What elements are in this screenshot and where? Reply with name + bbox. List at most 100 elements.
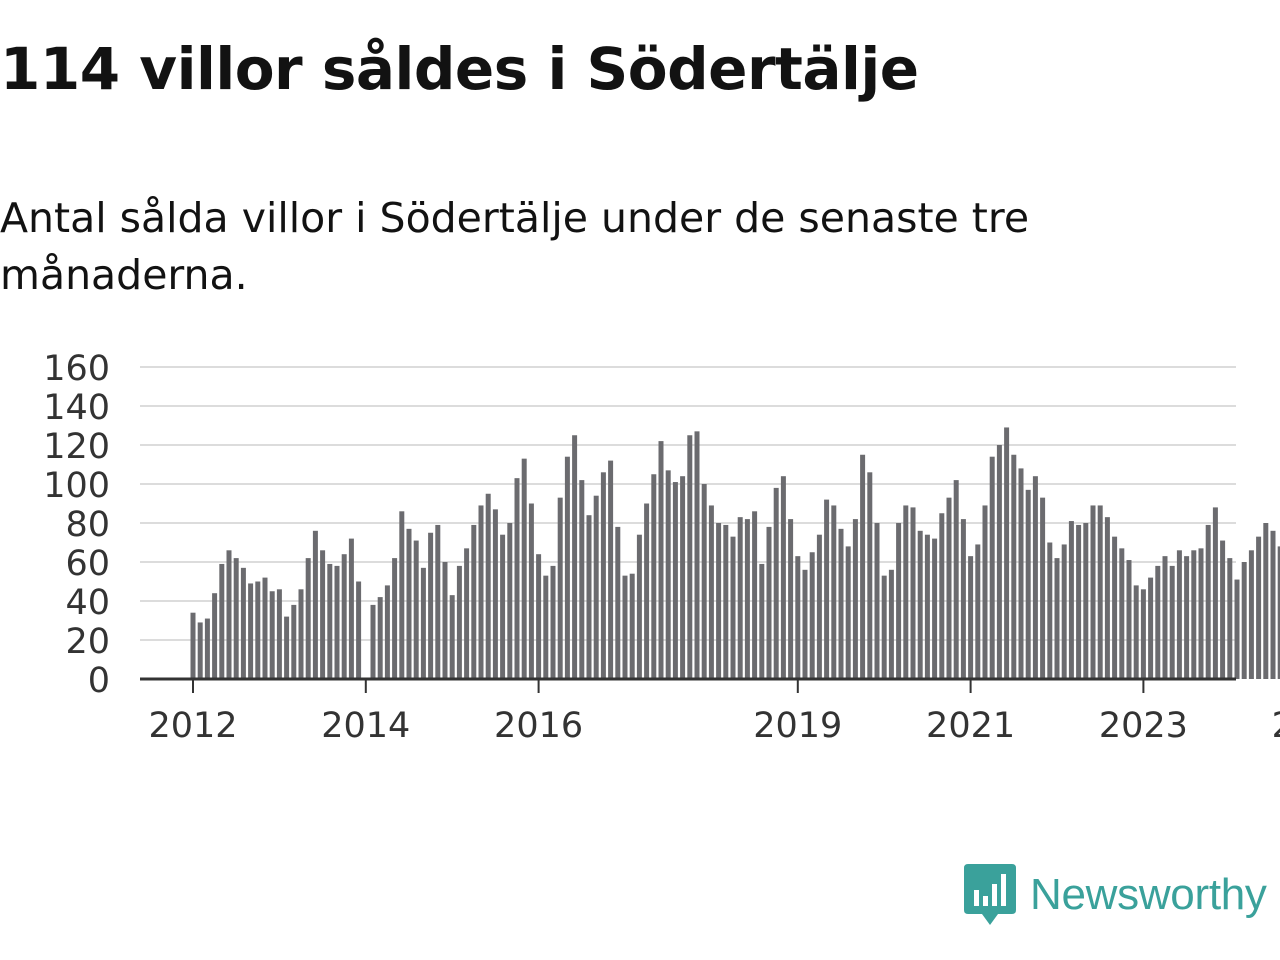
- y-tick-label-140: 140: [43, 388, 110, 428]
- bar: [795, 556, 801, 679]
- bar: [406, 528, 412, 679]
- bar: [809, 552, 815, 679]
- bar: [1133, 585, 1139, 679]
- bar: [276, 589, 282, 679]
- bar: [298, 589, 304, 679]
- bar: [1270, 530, 1276, 679]
- bar: [262, 577, 268, 679]
- bar: [269, 591, 275, 679]
- bar: [824, 499, 830, 679]
- bar: [1018, 468, 1024, 679]
- bar: [694, 431, 700, 679]
- bar: [1061, 544, 1067, 679]
- y-tick-label-40: 40: [65, 583, 110, 623]
- bar: [1191, 550, 1197, 679]
- bar: [888, 569, 894, 679]
- bar: [1176, 550, 1182, 679]
- bar: [204, 618, 210, 679]
- bar: [1263, 523, 1269, 679]
- bar: [759, 563, 765, 679]
- bar: [428, 532, 434, 679]
- bar: [960, 519, 966, 679]
- bar-chart-speech-bubble-icon: [964, 864, 1016, 925]
- page-title: 114 villor såldes i Södertälje: [0, 35, 919, 103]
- bar: [946, 497, 952, 679]
- bar: [737, 517, 743, 679]
- bar: [1025, 489, 1031, 679]
- bar: [680, 476, 686, 679]
- bar: [312, 530, 318, 679]
- bar: [449, 595, 455, 679]
- bar: [1155, 565, 1161, 679]
- bar: [478, 505, 484, 679]
- y-tick-label-80: 80: [65, 505, 110, 545]
- bar: [377, 597, 383, 679]
- bar: [348, 538, 354, 679]
- bar: [658, 441, 664, 679]
- brand-name: Newsworthy: [1030, 870, 1267, 919]
- bar: [766, 526, 772, 679]
- bar: [492, 509, 498, 679]
- bar: [291, 604, 297, 679]
- bar: [1104, 517, 1110, 679]
- bars: [190, 427, 1280, 679]
- bar: [924, 534, 930, 679]
- bar: [860, 454, 866, 679]
- bar: [917, 530, 923, 679]
- bar: [1227, 558, 1233, 679]
- bar: [730, 536, 736, 679]
- bar: [644, 503, 650, 679]
- bar: [665, 470, 671, 679]
- bar: [334, 565, 340, 679]
- bar: [838, 528, 844, 679]
- newsworthy-logo: Newsworthy: [964, 864, 1267, 926]
- bar: [1090, 505, 1096, 679]
- bar: [579, 480, 585, 679]
- bar: [1040, 497, 1046, 679]
- bar: [636, 534, 642, 679]
- bar: [1256, 536, 1262, 679]
- bar: [305, 558, 311, 679]
- y-tick-label-100: 100: [43, 466, 110, 506]
- bar: [1220, 540, 1226, 679]
- bar: [773, 487, 779, 679]
- x-tick-label-2012: 2012: [148, 706, 237, 746]
- x-tick-label-2025: 2025: [1272, 706, 1280, 746]
- bar: [456, 565, 462, 679]
- bar: [802, 569, 808, 679]
- bar: [629, 573, 635, 679]
- bar: [255, 581, 261, 679]
- bar: [1083, 523, 1089, 679]
- bar: [608, 460, 614, 679]
- bar: [212, 593, 218, 679]
- bar: [1234, 579, 1240, 679]
- bar: [320, 550, 326, 679]
- bar: [356, 581, 362, 679]
- bar: [586, 515, 592, 679]
- bar: [1047, 542, 1053, 679]
- bar: [867, 472, 873, 679]
- bar: [284, 616, 290, 679]
- bar: [672, 482, 678, 679]
- page-subtitle: Antal sålda villor i Södertälje under de…: [0, 194, 1030, 299]
- bar: [968, 556, 974, 679]
- bar: [881, 575, 887, 679]
- bar: [521, 458, 527, 679]
- x-tick-label-2014: 2014: [321, 706, 410, 746]
- bar: [341, 554, 347, 679]
- bar: [975, 544, 981, 679]
- bar: [543, 575, 549, 679]
- bar: [435, 524, 441, 679]
- bar: [1248, 550, 1254, 679]
- bar: [744, 519, 750, 679]
- bar: [716, 523, 722, 679]
- y-tick-label-20: 20: [65, 622, 110, 662]
- bar: [564, 456, 570, 679]
- bar: [845, 546, 851, 679]
- bar: [1004, 427, 1010, 679]
- bar: [572, 435, 578, 679]
- bar: [780, 476, 786, 679]
- bar: [723, 524, 729, 679]
- x-tick-label-2023: 2023: [1099, 706, 1188, 746]
- bar: [1148, 577, 1154, 679]
